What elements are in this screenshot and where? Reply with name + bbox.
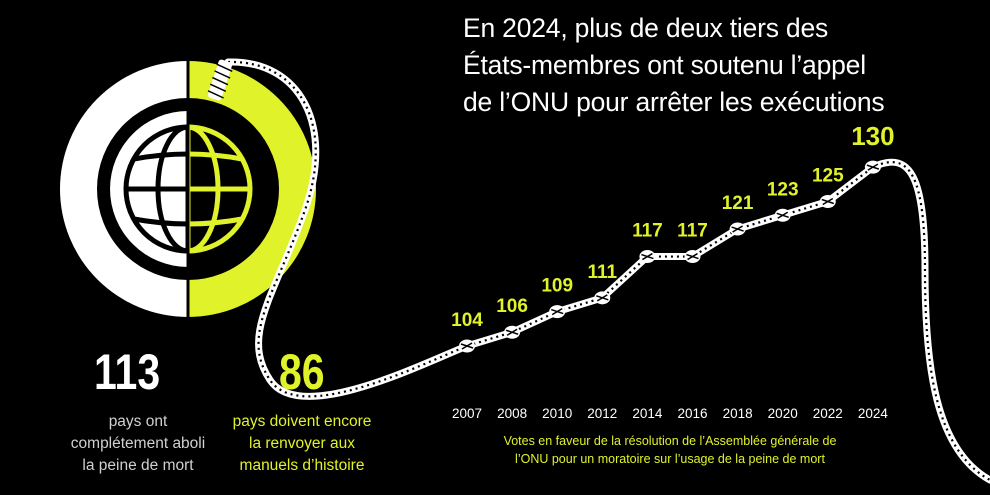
data-label: 104	[451, 310, 483, 331]
data-label: 117	[677, 221, 708, 242]
knots	[459, 160, 881, 353]
x-tick-label: 2007	[452, 406, 482, 421]
knot-loop	[822, 197, 834, 206]
noose-knot-wrap	[216, 63, 233, 73]
x-tick-label: 2014	[632, 406, 663, 421]
x-tick-label: 2012	[587, 406, 617, 421]
chart-caption: Votes en faveur de la résolution de l’As…	[470, 432, 870, 468]
stat-line: manuels d’histoire	[239, 457, 365, 474]
globe-latitude	[133, 216, 188, 227]
data-point	[774, 208, 791, 222]
x-tick-label: 2024	[858, 406, 889, 421]
title-line: En 2024, plus de deux tiers des	[463, 13, 829, 43]
data-label: 109	[541, 276, 573, 297]
page-title: En 2024, plus de deux tiers des États-me…	[463, 10, 943, 121]
data-point	[729, 222, 746, 236]
stat-remaining-description: pays doivent encore la renvoyer aux manu…	[212, 411, 392, 477]
data-label: 123	[767, 179, 799, 200]
stat-abolished-description: pays ont complétement aboli la peine de …	[48, 411, 228, 477]
data-label: 125	[812, 166, 844, 187]
data-label: 106	[496, 296, 528, 317]
knot-loop	[687, 252, 698, 261]
knot-loop	[506, 328, 518, 336]
title-line: États-membres ont soutenu l’appel	[463, 50, 866, 80]
data-point	[504, 325, 521, 339]
noose-knot-wrap	[214, 70, 231, 79]
x-tick-label: 2008	[497, 406, 527, 421]
donut-slice-abolished	[60, 61, 188, 317]
data-point	[459, 339, 475, 353]
data-labels: 104 106 109 111 117 117 121 123 125 130	[451, 121, 894, 331]
knot-loop	[596, 294, 608, 302]
data-point	[594, 291, 611, 305]
data-label: 111	[587, 262, 617, 283]
x-tick-label: 2010	[542, 406, 572, 421]
data-label: 130	[851, 121, 894, 151]
caption-line: l’ONU pour un moratoire sur l’usage de l…	[515, 452, 825, 466]
stat-line: complétement aboli	[70, 435, 206, 452]
knot-loop	[777, 211, 789, 219]
stat-line: pays doivent encore	[232, 413, 372, 430]
caption-line: Votes en faveur de la résolution de l’As…	[503, 434, 837, 448]
noose-knot-wrap	[212, 76, 229, 86]
x-tick-label: 2016	[677, 406, 707, 421]
x-tick-label: 2022	[813, 406, 843, 421]
x-tick-label: 2018	[723, 406, 753, 421]
stat-line: pays ont	[108, 413, 168, 430]
globe-latitude	[188, 151, 243, 162]
noose-knot-wrap	[207, 90, 224, 99]
data-point	[549, 305, 566, 319]
knot-loop	[461, 342, 473, 350]
x-tick-labels: 2007 2008 2010 2012 2014 2016 2018 2020 2022 2024	[452, 406, 888, 421]
data-point	[864, 160, 881, 174]
knot-loop	[642, 252, 653, 261]
x-tick-label: 2020	[768, 406, 798, 421]
data-label: 117	[632, 221, 663, 242]
data-point	[639, 250, 656, 264]
stat-abolished-value: 113	[94, 344, 161, 400]
knot-loop	[867, 163, 879, 171]
data-point	[819, 195, 836, 209]
noose-knot-wrap	[209, 83, 227, 93]
knot-loop	[732, 225, 743, 233]
knot-loop	[551, 307, 563, 316]
stat-remaining-value: 86	[279, 344, 325, 400]
data-label: 121	[722, 193, 754, 214]
stat-line: la renvoyer aux	[249, 435, 355, 452]
globe-latitude	[133, 151, 188, 162]
data-point	[684, 250, 701, 264]
donut-slice-remaining	[188, 61, 316, 317]
noose-knot	[207, 59, 233, 101]
rope-line	[207, 58, 990, 484]
stat-line: la peine de mort	[82, 457, 194, 474]
rope-twist	[227, 60, 990, 481]
title-line: de l’ONU pour arrêter les exécutions	[463, 87, 885, 117]
globe-latitude	[188, 216, 243, 227]
globe-icon	[110, 61, 266, 317]
